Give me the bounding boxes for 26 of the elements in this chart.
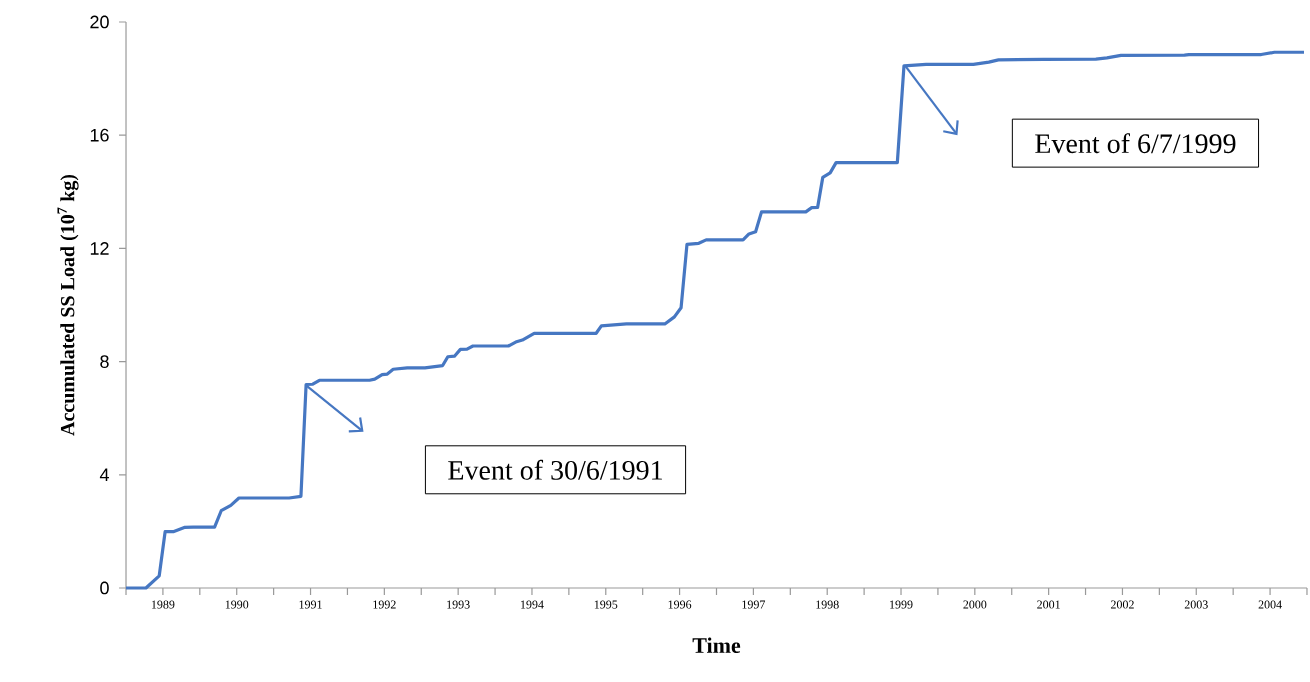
x-tick-label: 1990: [225, 600, 249, 609]
x-axis-title: Time: [692, 637, 741, 653]
x-tick-label: 1991: [299, 600, 322, 609]
y-axis-title: Accumulated SS Load (10$^{7}$ kg): [57, 174, 79, 436]
x-tick-label: 1999: [890, 600, 913, 609]
annotation: Event of 30/6/1991: [448, 459, 662, 480]
y-tick-label: 8: [100, 355, 109, 368]
annotation: Event of 6/7/1999: [1035, 133, 1236, 154]
x-tick-label: 2003: [1184, 600, 1208, 609]
x-tick-label: 2001: [1037, 600, 1060, 609]
x-tick-label: 2000: [963, 600, 987, 609]
x-tick-label: 1996: [668, 600, 692, 609]
y-tick-label: 12: [90, 242, 109, 255]
x-tick-label: 1994: [521, 600, 544, 609]
x-tick-label: 1992: [373, 600, 396, 609]
y-tick-label: 20: [90, 15, 109, 29]
y-tick-label: 4: [99, 468, 109, 481]
x-tick-label: 2004: [1258, 600, 1282, 609]
x-tick-label: 1989: [151, 600, 175, 609]
x-tick-label: 1997: [742, 600, 766, 609]
y-tick-label: 0: [100, 581, 109, 595]
x-tick-label: 1998: [816, 600, 839, 609]
x-tick-label: 1993: [447, 600, 470, 609]
y-tick-label: 16: [90, 128, 109, 142]
x-tick-label: 2002: [1110, 600, 1134, 609]
x-tick-label: 1995: [594, 600, 618, 609]
